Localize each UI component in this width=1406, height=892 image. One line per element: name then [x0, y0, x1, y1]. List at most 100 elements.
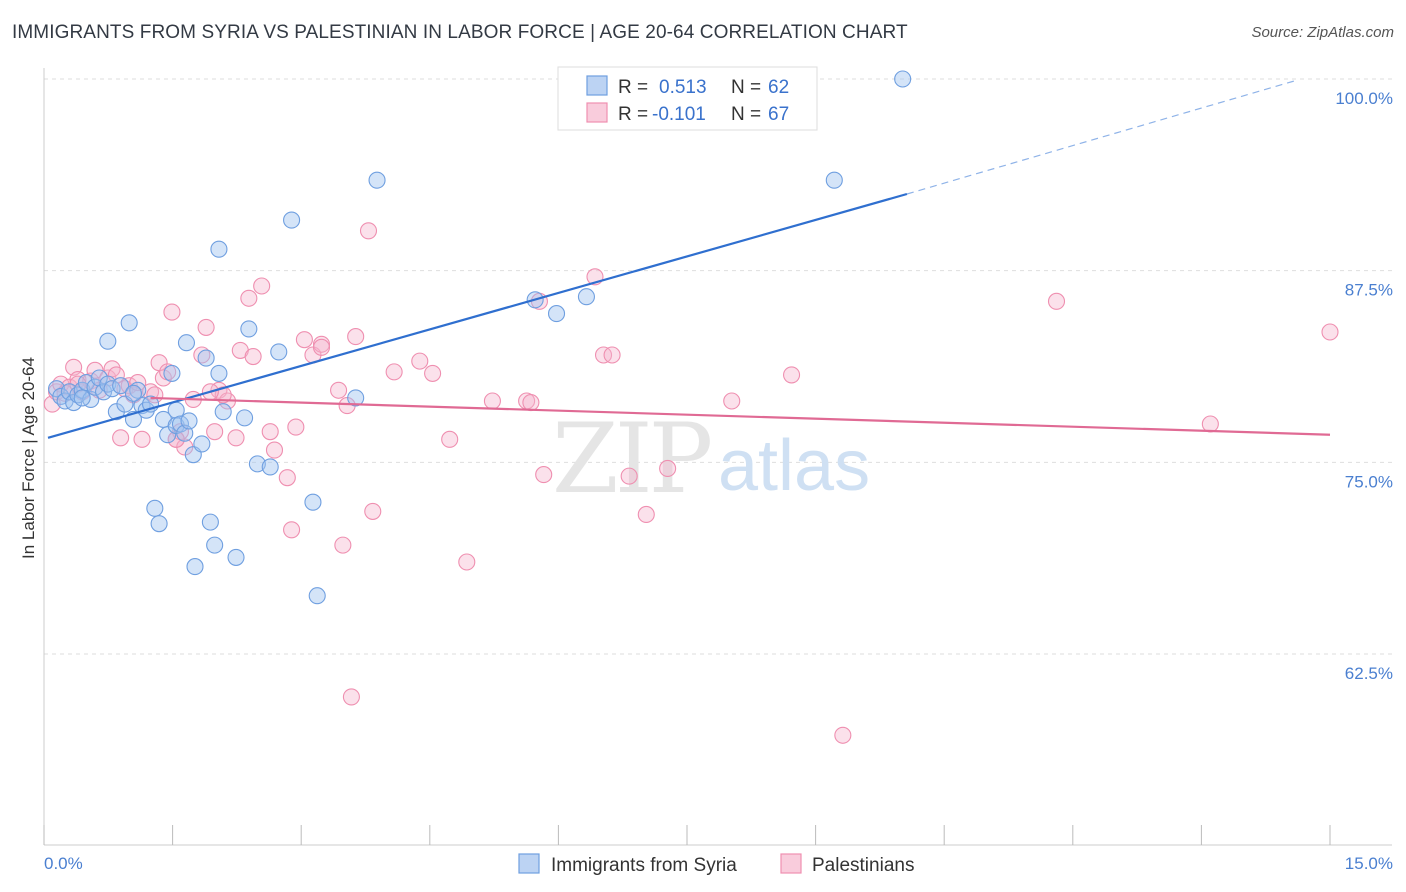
palestinians-swatch	[586, 102, 608, 123]
palestinians-point-59	[522, 393, 540, 412]
palestinians-point-72	[1321, 323, 1339, 341]
palestinians-point-34	[227, 429, 245, 447]
syria-point-61	[73, 389, 91, 407]
syria-point-24	[146, 499, 164, 517]
palestinians-point-14	[112, 429, 130, 447]
syria-point-33	[177, 334, 196, 352]
y-tick-label-3: 62.5%	[1345, 664, 1393, 683]
palestinians-point-47	[330, 381, 348, 399]
syria-point-43	[210, 240, 228, 258]
syria-r-label: R =	[618, 77, 648, 98]
watermark-atlas: atlas	[718, 426, 870, 506]
syria-point-50	[283, 211, 301, 229]
syria-point-54	[368, 171, 386, 189]
y-tick-label-2: 75.0%	[1345, 472, 1393, 491]
palestinians-point-76	[214, 386, 232, 404]
palestinians-point-40	[265, 441, 284, 459]
palestinians-point-19	[133, 430, 151, 448]
pal-r-value: -0.101	[652, 104, 706, 125]
palestinians-point-13	[107, 366, 125, 384]
syria-point-28	[163, 364, 181, 382]
palestinians-point-38	[253, 277, 271, 295]
palestinians-point-36	[240, 289, 258, 307]
pal-n-label: N =	[731, 104, 761, 125]
syria-point-57	[577, 288, 595, 306]
palestinians-trend-line	[150, 396, 1331, 436]
syria-point-17	[120, 314, 138, 332]
syria-point-45	[236, 409, 254, 427]
palestinians-point-30	[197, 318, 215, 336]
source-label: Source: ZipAtlas.com	[1251, 24, 1394, 41]
syria-point-60	[124, 384, 143, 402]
palestinians-point-69	[834, 726, 852, 744]
syria-point-44	[227, 548, 245, 566]
trend-lines	[47, 79, 1331, 439]
palestinians-point-50	[347, 328, 365, 346]
pal-r-label: R =	[618, 104, 648, 125]
palestinians-point-48	[334, 536, 352, 554]
syria-point-36	[186, 558, 204, 576]
x-tick-labels: 0.0% 15.0%	[44, 854, 1393, 873]
syria-point-51	[304, 493, 322, 511]
palestinians-point-56	[458, 553, 476, 571]
syria-point-58	[825, 171, 843, 189]
palestinians-point-51	[359, 222, 378, 240]
legend-palestinians-swatch	[780, 853, 802, 874]
syria-point-52	[308, 587, 326, 605]
syria-r-value: 0.513	[659, 77, 707, 98]
palestinians-point-39	[261, 423, 279, 441]
palestinians-point-73	[411, 352, 429, 370]
syria-point-20	[99, 332, 117, 350]
syria-point-34	[180, 412, 198, 430]
palestinians-point-42	[283, 521, 301, 539]
syria-point-53	[347, 389, 365, 407]
syria-point-25	[150, 515, 168, 533]
palestinians-point-74	[342, 688, 360, 706]
palestinians-point-43	[287, 418, 305, 436]
syria-point-10	[90, 369, 108, 387]
palestinians-point-24	[163, 303, 181, 321]
syria-point-49	[270, 343, 288, 361]
syria-point-15	[112, 377, 130, 395]
palestinians-point-54	[424, 364, 442, 382]
watermark-zip: ZIP	[552, 403, 711, 515]
syria-trend-line	[47, 192, 908, 439]
syria-point-37	[193, 435, 211, 453]
series-legend: Immigrants from Syria Palestinians	[518, 853, 914, 876]
palestinians-point-65	[637, 505, 655, 524]
syria-point-9	[86, 378, 104, 396]
syria-point-48	[261, 458, 279, 476]
palestinians-point-67	[723, 392, 741, 410]
syria-point-40	[206, 536, 224, 554]
syria-point-47	[248, 455, 266, 473]
chart-title: IMMIGRANTS FROM SYRIA VS PALESTINIAN IN …	[12, 22, 908, 43]
palestinians-point-64	[620, 467, 638, 485]
syria-point-59	[894, 70, 912, 88]
palestinians-point-57	[483, 392, 501, 410]
palestinians-point-60	[535, 466, 553, 484]
axes	[43, 68, 1392, 846]
palestinians-point-68	[783, 366, 801, 384]
y-tick-label-0: 100.0%	[1335, 89, 1393, 108]
palestinians-point-63	[603, 346, 621, 364]
x-tick-label-1: 15.0%	[1345, 854, 1393, 873]
syria-point-41	[210, 364, 228, 382]
palestinians-point-55	[441, 430, 459, 448]
legend-syria-swatch	[518, 853, 540, 874]
pal-n-value: 67	[768, 104, 789, 125]
syria-n-value: 62	[768, 77, 789, 98]
legend-palestinians-label: Palestinians	[812, 855, 914, 876]
y-tick-labels: 100.0% 87.5% 75.0% 62.5%	[1335, 89, 1393, 683]
palestinians-point-70	[1047, 292, 1066, 310]
syria-point-27	[159, 426, 177, 444]
stats-legend: R = 0.513 N = 62 R = -0.101 N = 67	[557, 66, 818, 131]
watermark: ZIP atlas	[552, 403, 870, 515]
y-axis-label: In Labor Force | Age 20-64	[19, 357, 38, 559]
y-tick-label-1: 87.5%	[1345, 281, 1393, 300]
syria-trend-extension	[906, 79, 1296, 195]
palestinians-point-79	[312, 338, 331, 356]
palestinians-point-37	[244, 347, 262, 366]
palestinians-point-52	[364, 502, 382, 520]
syria-point-39	[201, 513, 219, 531]
